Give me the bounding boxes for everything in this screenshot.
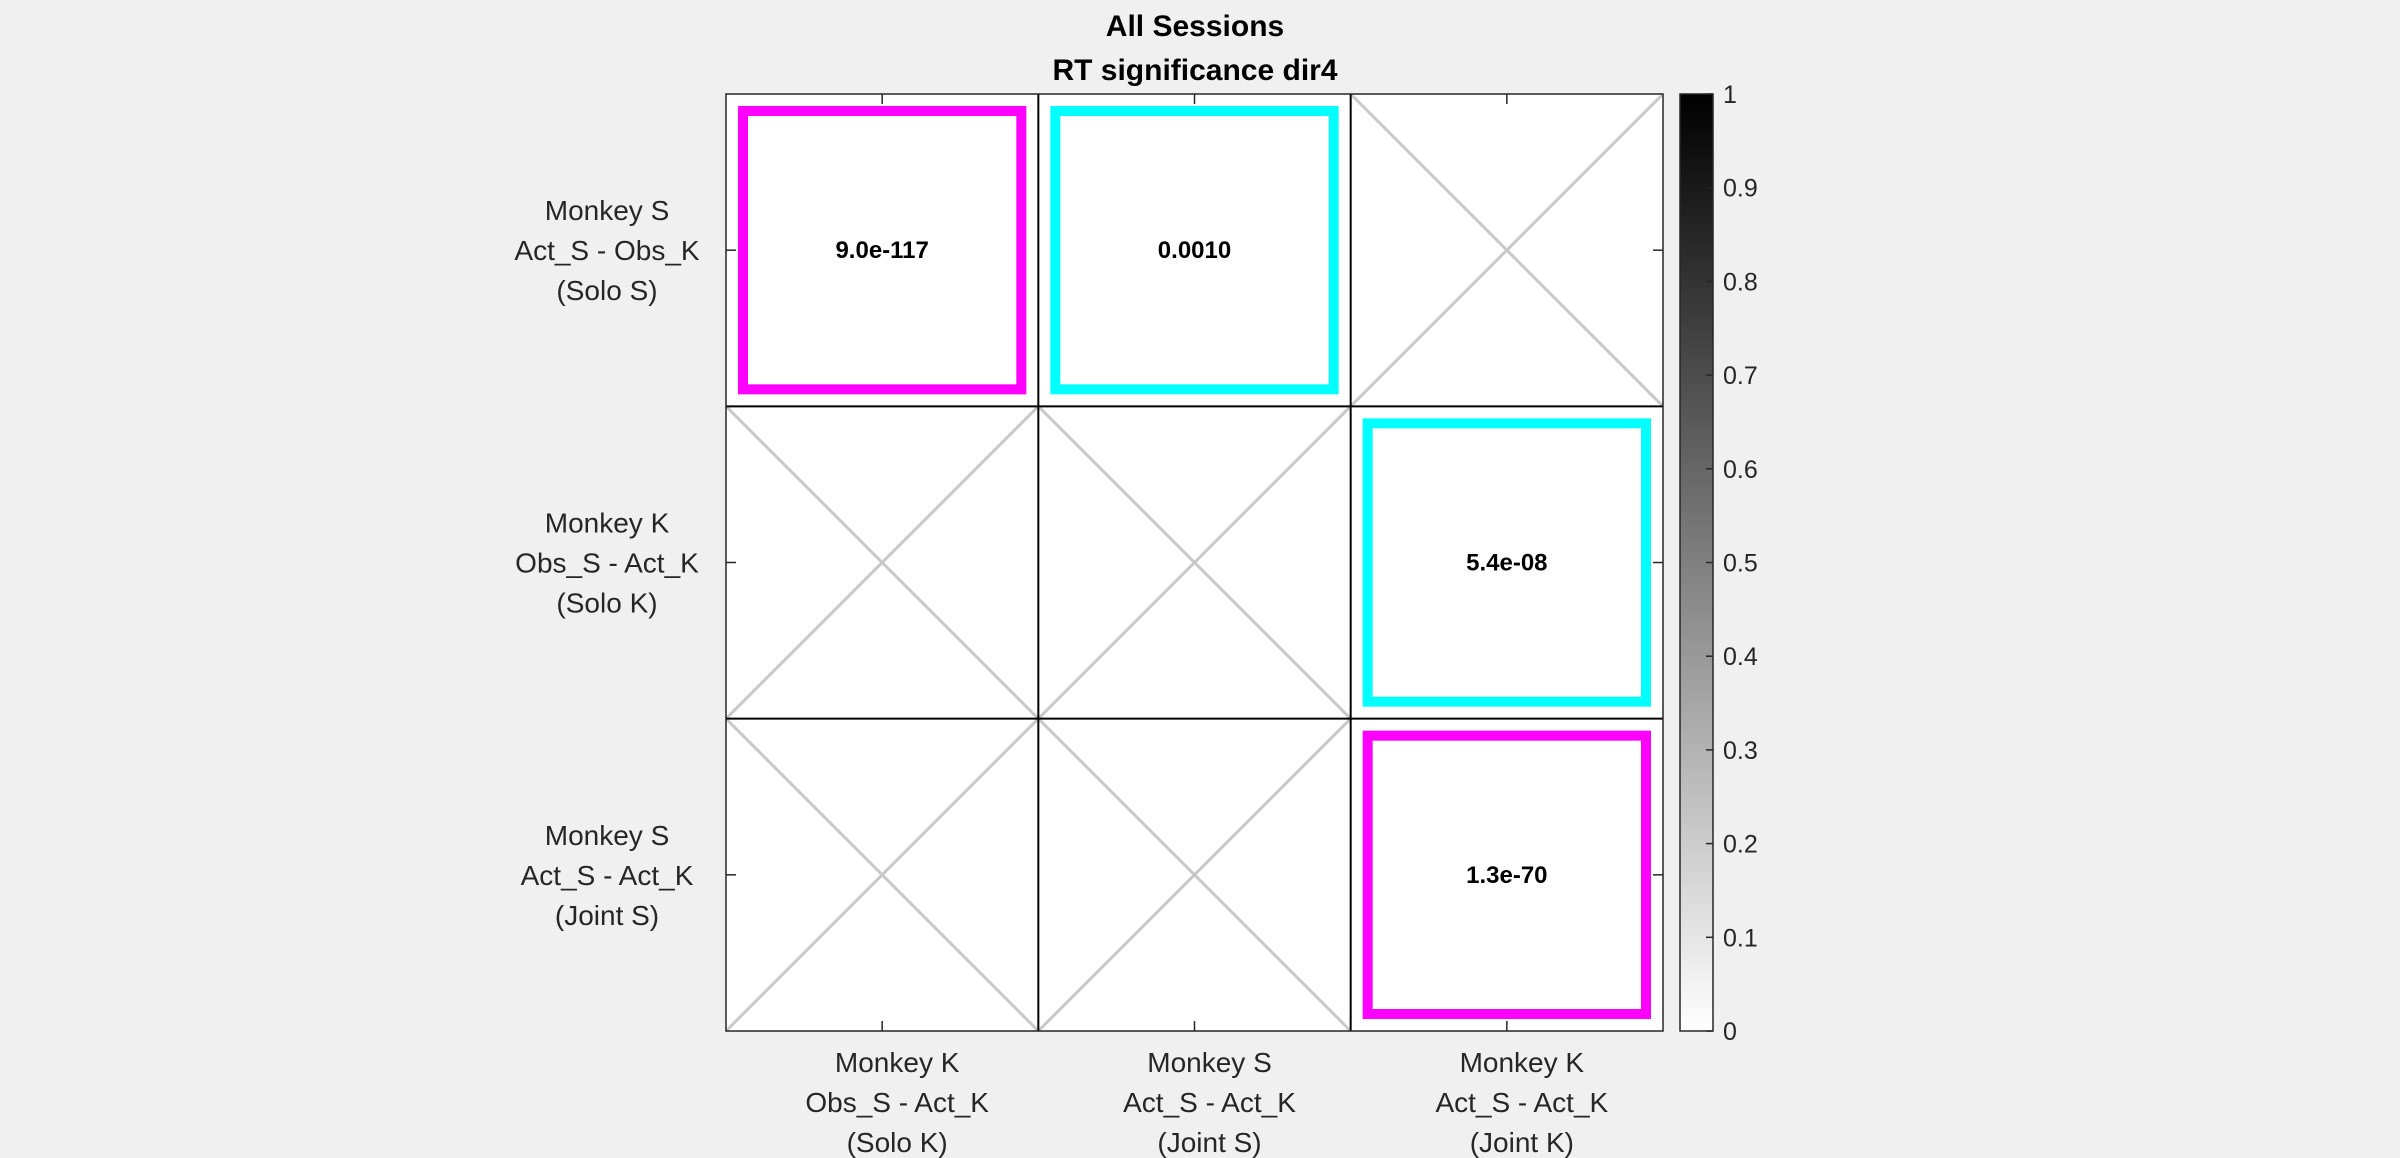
heatmap-cell-r3-c3: 1.3e-70 [1362, 730, 1651, 1020]
row-label-1: Monkey S Act_S - Obs_K (Solo S) [514, 195, 700, 306]
column-label-2: Monkey S Act_S - Act_K (Joint S) [1123, 1047, 1296, 1158]
colorbar-tick-label: 0.3 [1723, 737, 1758, 765]
empty-cell-cross [1037, 717, 1352, 1033]
heatmap-cell-r1-c1: 9.0e-117 [738, 106, 1027, 395]
column-label-line: Monkey K [835, 1047, 960, 1078]
column-label-line: (Solo K) [847, 1127, 948, 1158]
row-label-line: (Solo K) [556, 588, 657, 619]
heatmap-cell-r2-c2 [1037, 405, 1352, 720]
heatmap-plot-area: 9.0e-117 0.0010 5.4e-08 1.3e-70 [724, 92, 1665, 1033]
row-label-line: Monkey S [545, 820, 670, 851]
row-label-3: Monkey S Act_S - Act_K (Joint S) [521, 820, 694, 931]
title-line-2: RT significance dir4 [1052, 54, 1337, 87]
heatmap-cell-r1-c3 [1349, 92, 1665, 408]
heatmap-cell-r1-c2: 0.0010 [1050, 106, 1339, 395]
empty-cell-cross [1349, 92, 1665, 408]
colorbar-tick-label: 0.1 [1723, 924, 1758, 952]
empty-cell-cross [724, 405, 1040, 720]
heatmap-cell-r2-c3: 5.4e-08 [1362, 418, 1651, 707]
heatmap-cell-r3-c1 [724, 717, 1040, 1033]
colorbar-tick-label: 0.5 [1723, 550, 1758, 578]
colorbar-tick-label: 0.6 [1723, 456, 1758, 484]
column-label-line: Monkey S [1147, 1047, 1272, 1078]
colorbar: 0 0.1 0.2 0.3 0.4 0.5 0.6 0.7 0.8 0.9 1 [1679, 81, 1758, 1046]
row-label-2: Monkey K Obs_S - Act_K (Solo K) [515, 508, 699, 619]
empty-cell-cross [1037, 405, 1352, 720]
chart-title: All Sessions RT significance dir4 [1052, 10, 1337, 87]
row-label-line: Obs_S - Act_K [515, 548, 699, 579]
colorbar-tick-label: 0.2 [1723, 831, 1758, 859]
heatmap-cell-r3-c2 [1037, 717, 1352, 1033]
row-label-line: Monkey S [545, 195, 670, 226]
colorbar-tick-label: 0.4 [1723, 643, 1758, 671]
row-label-line: Act_S - Act_K [521, 860, 694, 891]
column-label-line: (Joint S) [1157, 1127, 1261, 1158]
column-labels: Monkey K Obs_S - Act_K (Solo K) Monkey S Act… [805, 1047, 1608, 1158]
heatmap-cell-r2-c1 [724, 405, 1040, 720]
cell-value-label: 9.0e-117 [835, 237, 928, 264]
cell-value-label: 1.3e-70 [1466, 862, 1547, 889]
colorbar-tick-label: 0.9 [1723, 175, 1758, 203]
colorbar-tick-label: 1 [1723, 81, 1737, 109]
column-label-line: Act_S - Act_K [1123, 1087, 1296, 1118]
row-label-line: (Joint S) [555, 900, 659, 931]
column-label-line: Monkey K [1460, 1047, 1585, 1078]
row-label-line: Act_S - Obs_K [514, 235, 700, 266]
row-label-line: Monkey K [545, 508, 670, 539]
column-label-line: Obs_S - Act_K [805, 1087, 989, 1118]
cell-value-label: 5.4e-08 [1466, 550, 1547, 577]
column-label-3: Monkey K Act_S - Act_K (Joint K) [1435, 1047, 1608, 1158]
significance-highlight-box [1362, 418, 1651, 707]
colorbar-tick-label: 0.7 [1723, 362, 1758, 390]
colorbar-tick-label: 0 [1723, 1018, 1737, 1046]
row-labels: Monkey S Act_S - Obs_K (Solo S) Monkey K Obs… [514, 195, 700, 931]
significance-highlight-box [1050, 106, 1339, 395]
empty-cell-cross [724, 717, 1040, 1033]
column-label-line: (Joint K) [1470, 1127, 1574, 1158]
significance-highlight-box [738, 106, 1027, 395]
column-label-line: Act_S - Act_K [1435, 1087, 1608, 1118]
cell-value-label: 0.0010 [1158, 237, 1231, 264]
significance-highlight-box [1362, 730, 1651, 1020]
colorbar-tick-label: 0.8 [1723, 268, 1758, 296]
title-line-1: All Sessions [1106, 10, 1284, 43]
column-label-1: Monkey K Obs_S - Act_K (Solo K) [805, 1047, 989, 1158]
row-label-line: (Solo S) [556, 275, 657, 306]
